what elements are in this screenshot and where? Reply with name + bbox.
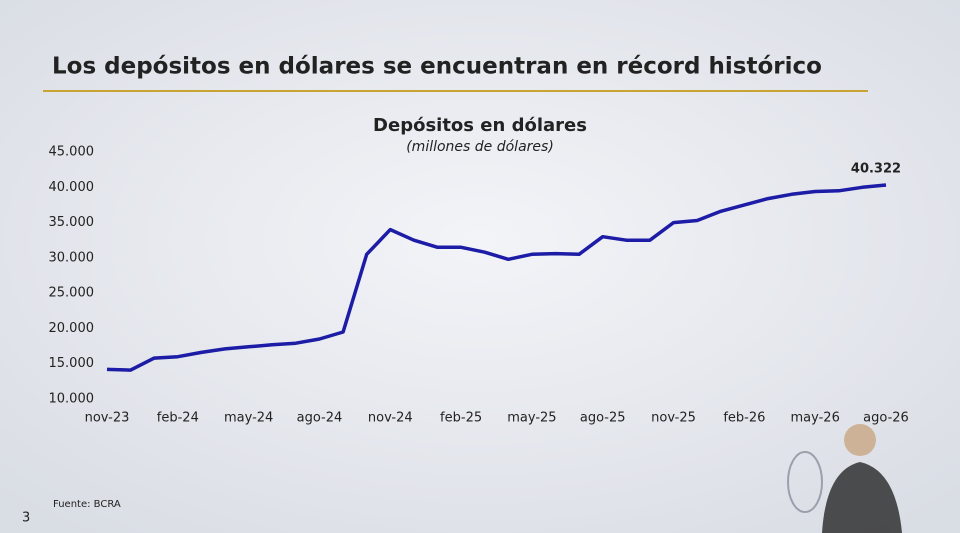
- x-tick-label: feb-26: [723, 411, 765, 426]
- chart-title: Depósitos en dólares: [373, 115, 587, 136]
- line: [106, 183, 887, 372]
- slide-title: Los depósitos en dólares se encuentran e…: [52, 54, 822, 80]
- x-tick-label: nov-25: [651, 411, 696, 426]
- page-number: 3: [22, 511, 30, 526]
- y-tick-label: 35.000: [49, 215, 95, 230]
- y-tick-label: 30.000: [49, 250, 95, 265]
- y-tick-label: 10.000: [49, 392, 95, 407]
- x-tick-label: nov-23: [85, 411, 130, 426]
- x-tick-label: feb-24: [157, 411, 199, 426]
- y-tick-label: 20.000: [49, 321, 95, 336]
- y-tick-label: 40.000: [49, 180, 95, 195]
- x-tick-label: may-25: [507, 411, 556, 426]
- x-tick-label: nov-24: [368, 411, 413, 426]
- y-tick-label: 25.000: [49, 286, 95, 301]
- source: Fuente: BCRA: [53, 499, 121, 510]
- value-label: 40.322: [851, 162, 901, 177]
- chart-subtitle: (millones de dólares): [406, 139, 554, 155]
- x-tick-label: ago-24: [297, 411, 343, 426]
- x-tick-label: may-26: [791, 411, 840, 426]
- x-tick-label: ago-26: [863, 411, 909, 426]
- x-tick-label: feb-25: [440, 411, 482, 426]
- y-tick-label: 45.000: [49, 145, 95, 160]
- x-tick-label: ago-25: [580, 411, 626, 426]
- y-tick-label: 15.000: [49, 356, 95, 371]
- x-tick-label: may-24: [224, 411, 273, 426]
- presenter-logo: [787, 424, 902, 533]
